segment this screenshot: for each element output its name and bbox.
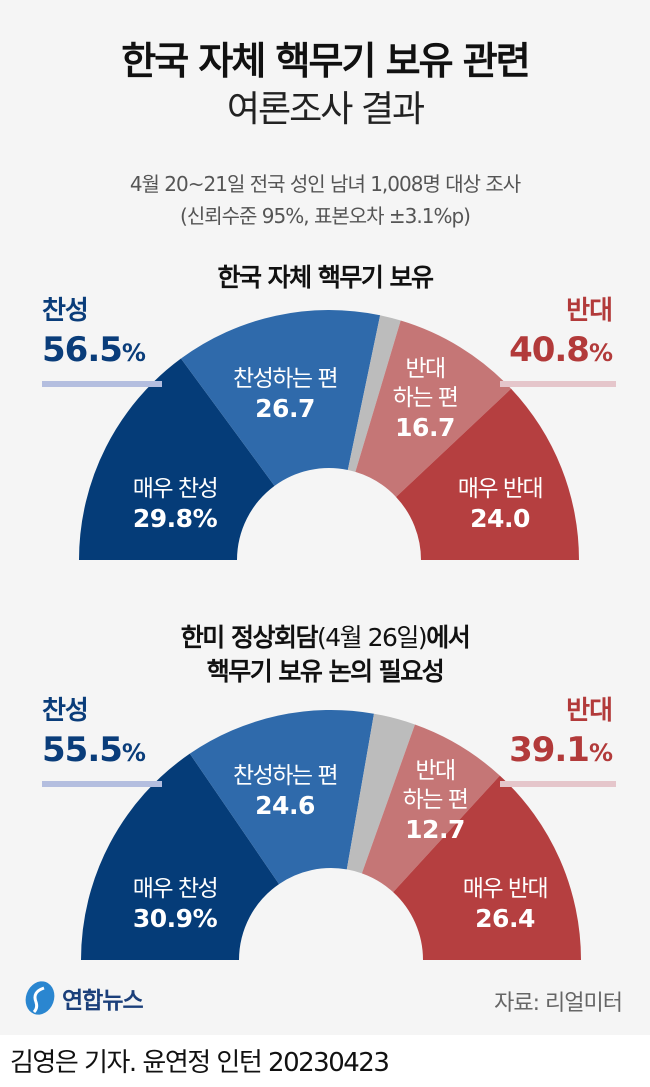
chart1-slice-no-answer	[347, 315, 401, 472]
chart1-slice-strongly-favor	[79, 358, 275, 560]
chart2-slice-somewhat-oppose	[361, 724, 500, 893]
chart2-slice-no-answer	[346, 713, 415, 874]
chart1-favor-label: 찬성	[42, 296, 89, 326]
chart1-favor-total: 56.5%	[42, 330, 146, 370]
chart1-oppose-label: 반대	[566, 296, 613, 326]
chart2-label-strongly-favor: 매우 찬성 30.9%	[132, 876, 219, 933]
yonhap-logo-icon	[25, 981, 55, 1015]
chart1-label-somewhat-oppose: 반대 하는 편 16.7	[392, 356, 459, 442]
title-line2: 여론조사 결과	[226, 89, 425, 130]
chart1-oppose-bar	[500, 381, 616, 387]
chart2-title-line2: 핵무기 보유 논의 필요성	[206, 657, 445, 686]
subtitle-line1: 4월 20~21일 전국 성인 남녀 1,008명 대상 조사	[129, 172, 521, 196]
yonhap-logo: 연합뉴스	[22, 980, 144, 1016]
chart2-oppose-label: 반대	[566, 696, 613, 726]
chart2-label-somewhat-oppose: 반대 하는 편 12.7	[402, 758, 469, 844]
chart1-label-somewhat-favor: 찬성하는 편 26.7	[232, 366, 339, 423]
chart2-favor-total: 55.5%	[42, 730, 146, 770]
title-line1: 한국 자체 핵무기 보유 관련	[121, 39, 530, 83]
footer-strip	[0, 1035, 650, 1087]
chart2-favor-label: 찬성	[42, 696, 89, 726]
chart2-oppose-total: 39.1%	[509, 730, 613, 770]
chart2-label-strongly-oppose: 매우 반대 26.4	[462, 876, 549, 933]
source-note: 자료: 리얼미터	[494, 991, 623, 1016]
chart1-label-strongly-favor: 매우 찬성 29.8%	[132, 476, 219, 533]
credit-line: 김영은 기자. 윤연정 인턴 20230423	[10, 1048, 390, 1078]
chart2-favor-bar	[42, 781, 162, 787]
chart2-oppose-bar	[500, 781, 616, 787]
chart2-slice-strongly-oppose	[393, 775, 581, 960]
chart1-favor-bar	[42, 381, 162, 387]
chart1-title: 한국 자체 핵무기 보유	[217, 263, 434, 292]
chart1-slice-somewhat-favor	[180, 310, 381, 486]
chart2-slice-strongly-favor	[81, 753, 280, 960]
chart2-label-somewhat-favor: 찬성하는 편 24.6	[232, 763, 339, 820]
chart1-slice-strongly-oppose	[396, 388, 579, 560]
chart2-slice-somewhat-favor	[189, 710, 374, 885]
chart1-label-strongly-oppose: 매우 반대 24.0	[457, 476, 544, 533]
chart1-slice-somewhat-oppose	[355, 320, 512, 497]
chart1-oppose-total: 40.8%	[509, 330, 613, 370]
chart2-title-line1: 한미 정상회담(4월 26일)에서	[180, 623, 471, 652]
subtitle-line2: (신뢰수준 95%, 표본오차 ±3.1%p)	[180, 204, 471, 228]
